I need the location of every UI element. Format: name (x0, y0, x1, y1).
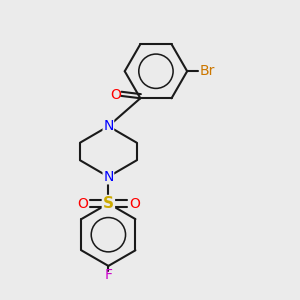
Text: Br: Br (200, 64, 215, 78)
Text: N: N (103, 119, 114, 133)
Text: O: O (110, 88, 121, 102)
Text: S: S (103, 196, 114, 211)
Text: O: O (77, 196, 88, 211)
Text: O: O (129, 196, 140, 211)
Text: F: F (104, 268, 112, 282)
Text: N: N (103, 170, 114, 184)
